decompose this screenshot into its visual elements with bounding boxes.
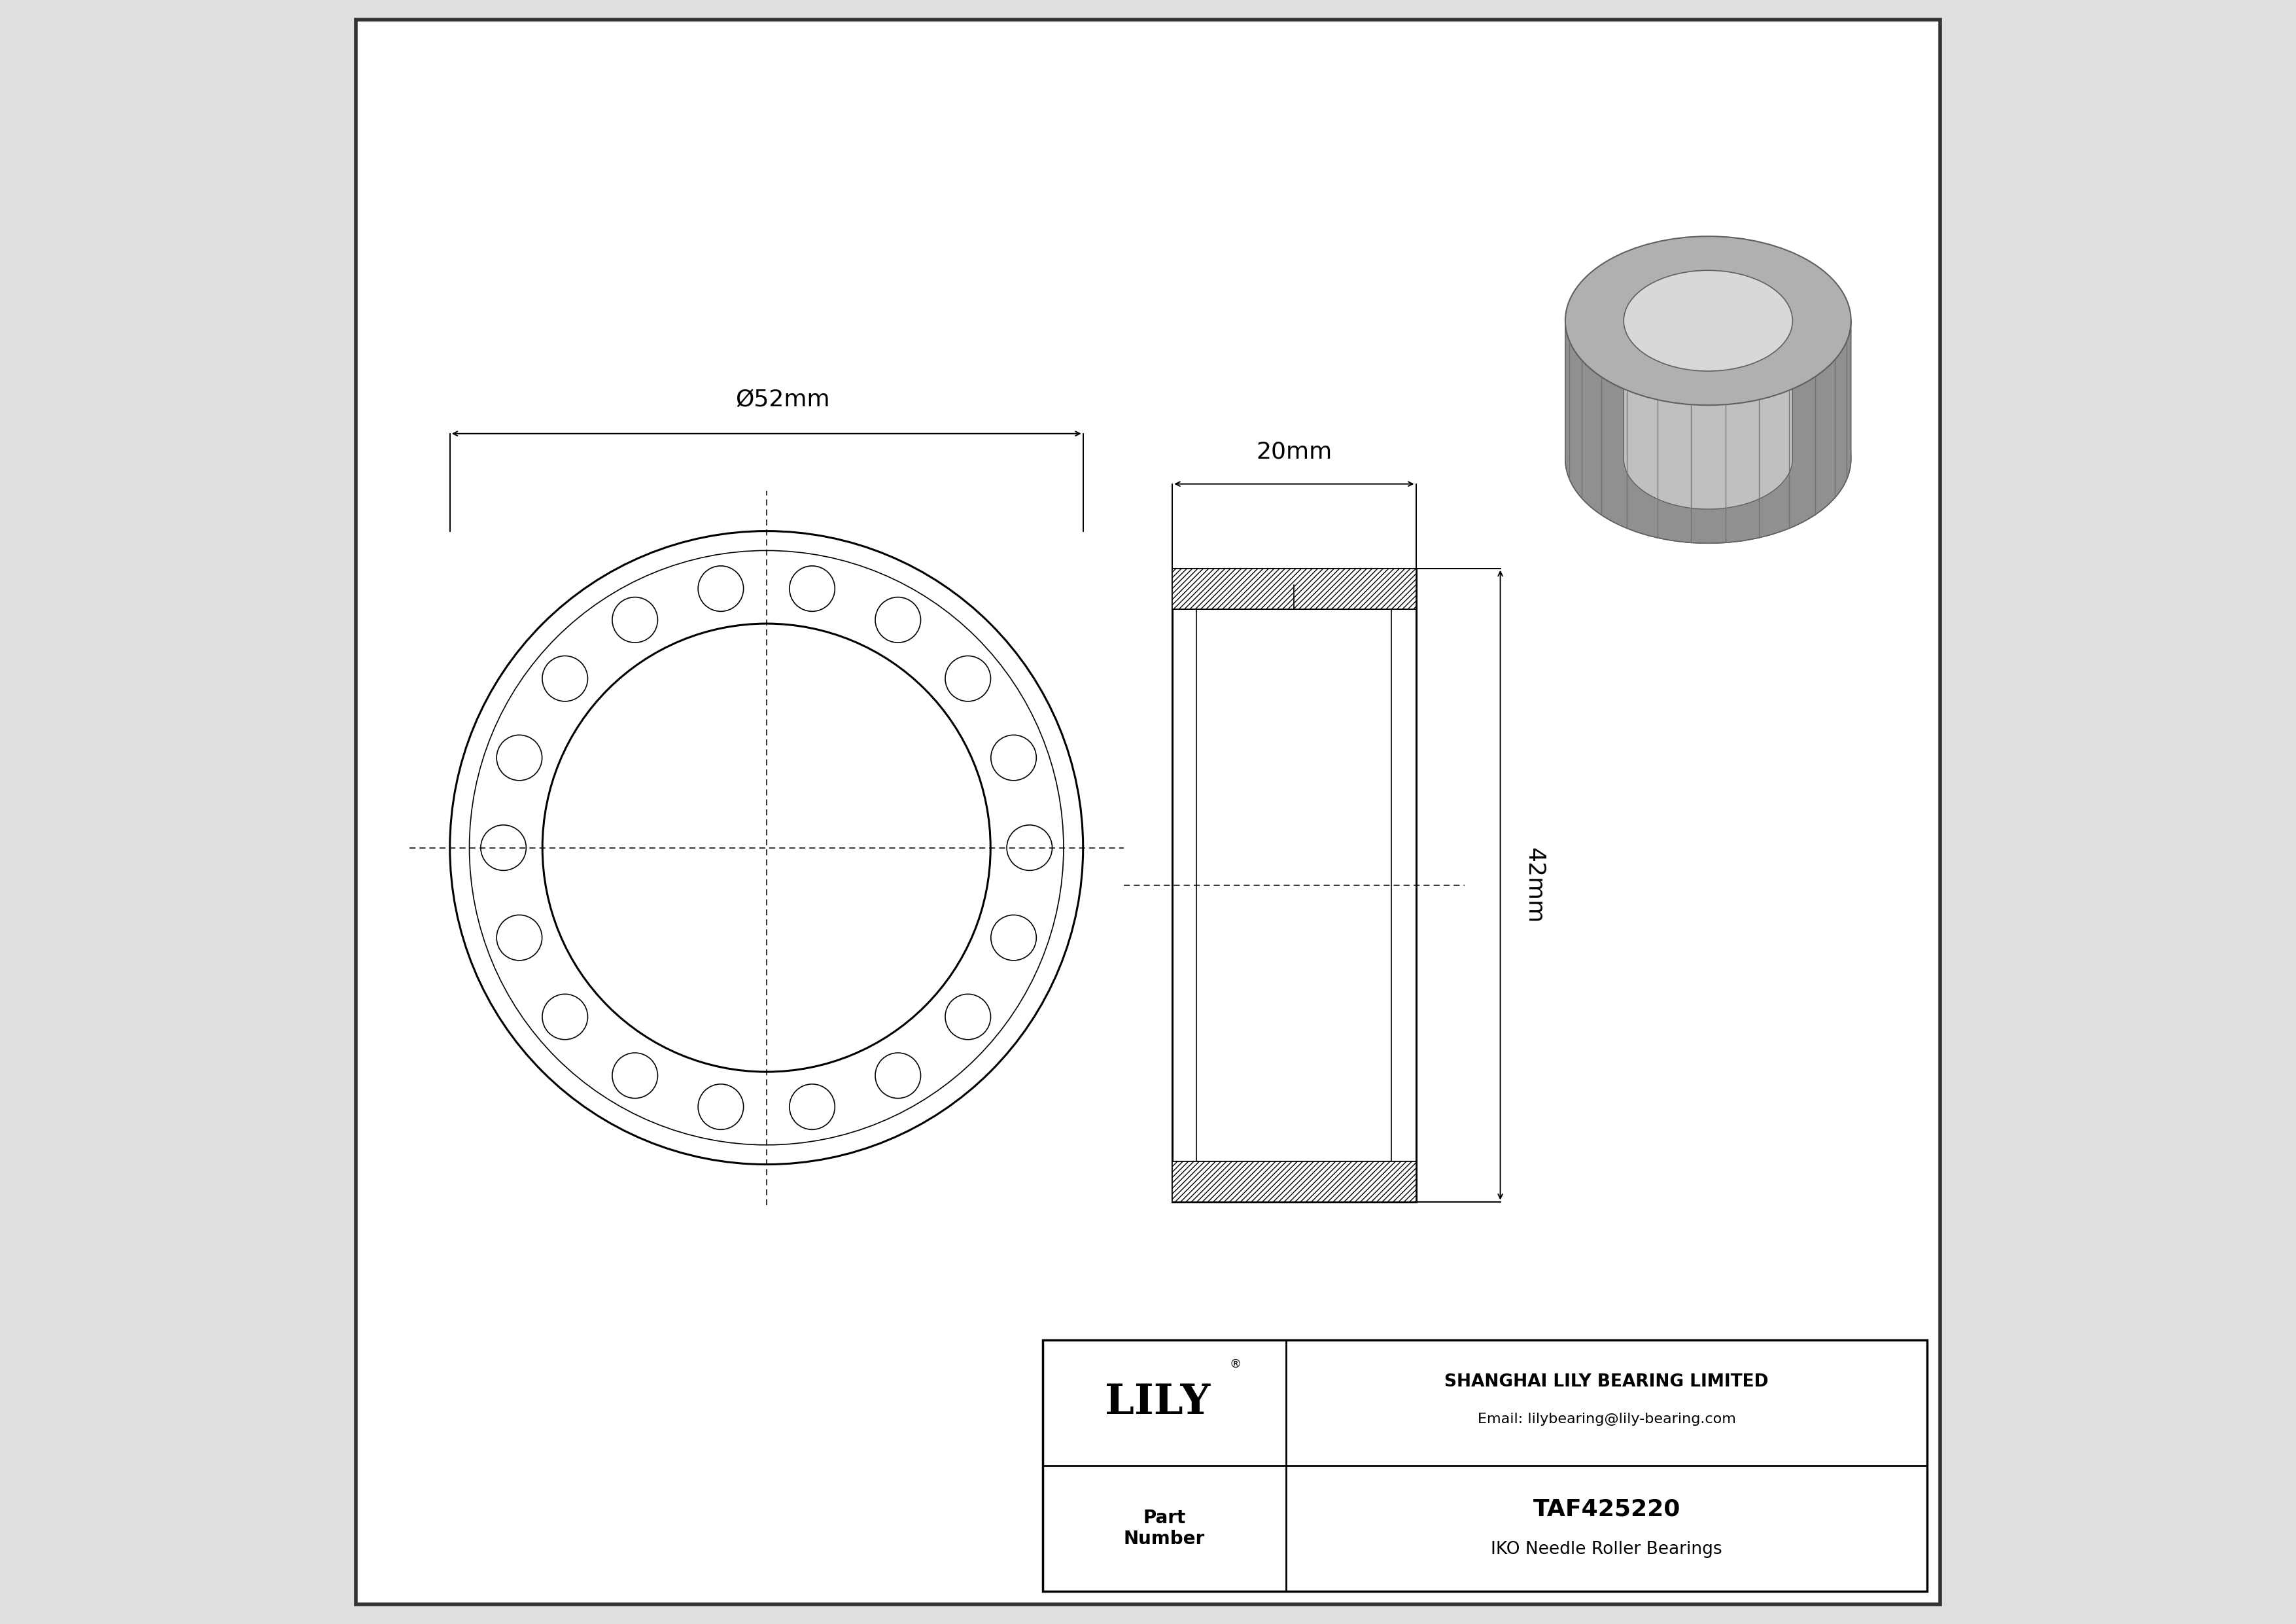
Text: 42mm: 42mm [1522,848,1545,922]
Text: ®: ® [1228,1358,1240,1371]
Ellipse shape [1623,271,1793,372]
Polygon shape [1623,322,1793,508]
Text: Email: lilybearing@lily-bearing.com: Email: lilybearing@lily-bearing.com [1479,1413,1736,1426]
Ellipse shape [1566,375,1851,542]
Polygon shape [1042,1340,1926,1592]
Polygon shape [1566,322,1851,542]
Text: IKO Needle Roller Bearings: IKO Needle Roller Bearings [1490,1541,1722,1557]
Polygon shape [1173,568,1417,609]
Text: SHANGHAI LILY BEARING LIMITED: SHANGHAI LILY BEARING LIMITED [1444,1374,1768,1390]
Ellipse shape [1566,235,1851,406]
Text: 20mm: 20mm [1256,440,1332,463]
Polygon shape [356,19,1940,1605]
Text: LILY: LILY [1104,1382,1210,1423]
Text: Ø52mm: Ø52mm [735,388,829,411]
Text: Part
Number: Part Number [1123,1509,1205,1548]
Text: TAF425220: TAF425220 [1534,1497,1681,1520]
Polygon shape [1173,1161,1417,1202]
